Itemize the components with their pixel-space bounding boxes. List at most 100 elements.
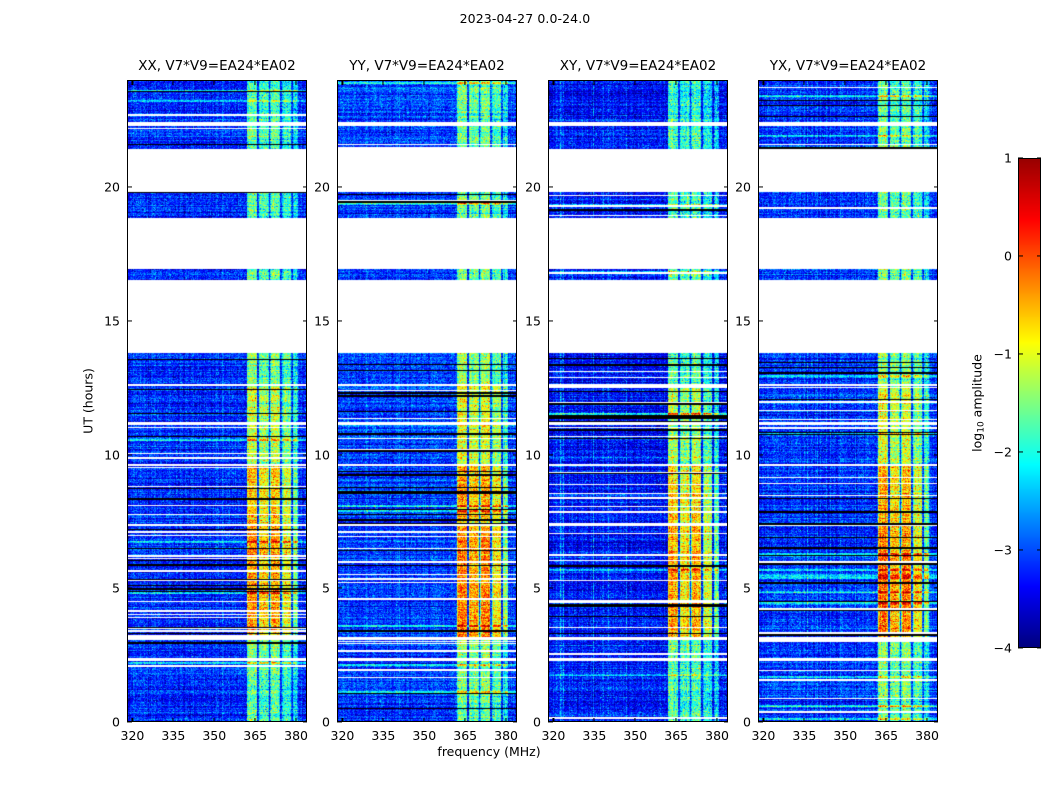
y-tick-mark-yy-2 xyxy=(337,453,342,456)
x-tick-label-xy-3: 365 xyxy=(664,728,689,743)
y-tick-label-xx-4: 20 xyxy=(104,179,120,195)
x-tick-mark-top-yy-3 xyxy=(464,80,466,85)
y-tick-mark-xy-0 xyxy=(548,721,553,723)
spectrogram-image-xy xyxy=(549,81,727,721)
x-tick-mark-top-yx-1 xyxy=(803,80,805,85)
y-tick-mark-yy-0 xyxy=(337,721,342,723)
x-tick-mark-top-xy-0 xyxy=(552,80,554,85)
y-tick-label-yy-2: 10 xyxy=(314,447,330,462)
x-tick-label-xx-0: 320 xyxy=(120,728,145,743)
x-tick-mark-top-xx-4 xyxy=(295,80,297,85)
y-tick-mark-xx-1 xyxy=(127,587,132,589)
x-tick-mark-top-xx-1 xyxy=(172,80,174,85)
x-tick-mark-yx-1 xyxy=(803,717,805,722)
y-tick-mark-right-yy-4 xyxy=(512,186,517,188)
colorbar-tick-label-4: 0 xyxy=(1004,248,1012,264)
y-tick-label-yx-2: 10 xyxy=(735,447,751,462)
x-tick-label-xx-1: 335 xyxy=(161,728,186,743)
y-tick-mark-right-xx-4 xyxy=(302,186,307,188)
x-tick-mark-xx-0 xyxy=(131,717,133,722)
x-tick-mark-top-xy-1 xyxy=(593,80,595,85)
y-tick-label-xy-1: 5 xyxy=(533,580,541,596)
x-tick-mark-xy-0 xyxy=(552,717,554,722)
y-tick-mark-yy-3 xyxy=(337,320,342,322)
y-tick-label-xx-2: 10 xyxy=(104,447,120,462)
y-tick-mark-right-yy-2 xyxy=(512,453,517,456)
colorbar-tick-label-3: −1 xyxy=(993,346,1012,362)
y-tick-label-xx-1: 5 xyxy=(112,580,120,596)
x-tick-label-yx-0: 320 xyxy=(751,728,776,743)
y-tick-label-yy-4: 20 xyxy=(314,179,330,195)
y-tick-mark-xx-3 xyxy=(127,320,132,322)
colorbar-tick-mark-right-0 xyxy=(1036,647,1041,649)
x-tick-label-yx-1: 335 xyxy=(792,728,817,743)
y-tick-mark-yx-2 xyxy=(758,453,763,456)
colorbar-tick-mark-2 xyxy=(1018,451,1023,453)
y-tick-label-yx-3: 15 xyxy=(735,313,751,329)
x-tick-mark-top-xy-4 xyxy=(716,80,718,85)
y-tick-mark-right-xx-2 xyxy=(302,453,307,456)
colorbar-tick-mark-3 xyxy=(1018,353,1023,355)
y-tick-mark-xx-2 xyxy=(127,453,132,456)
panel-xx: XX, V7*V9=EA24*EA02 0 5 10 15 20 320 335 350 365 3… xyxy=(104,58,308,743)
x-tick-mark-xx-1 xyxy=(172,717,174,722)
y-tick-mark-right-xy-4 xyxy=(723,186,728,188)
x-axis-label: frequency (MHz) xyxy=(437,744,541,759)
spectrogram-axes-xy[interactable] xyxy=(548,80,728,722)
colorbar-label: log10 amplitude xyxy=(970,354,987,452)
x-tick-mark-yx-0 xyxy=(762,717,764,722)
y-tick-mark-right-yy-3 xyxy=(512,320,517,322)
y-tick-label-xx-0: 0 xyxy=(112,714,120,730)
y-tick-mark-right-xy-3 xyxy=(723,320,728,322)
y-tick-mark-right-yx-0 xyxy=(933,721,938,723)
x-tick-label-xy-2: 350 xyxy=(623,728,648,743)
colorbar-tick-mark-1 xyxy=(1018,549,1023,551)
colorbar[interactable]: −4 −3 −2 −1 0 1 xyxy=(994,151,1041,656)
y-tick-mark-right-xx-0 xyxy=(302,721,307,723)
spectrogram-axes-xx[interactable] xyxy=(127,80,307,722)
colorbar-tick-label-0: −4 xyxy=(993,640,1012,656)
x-tick-mark-yy-1 xyxy=(382,717,384,722)
y-tick-mark-right-xy-1 xyxy=(723,587,728,589)
x-tick-mark-top-yy-1 xyxy=(382,80,384,85)
x-tick-mark-top-yy-2 xyxy=(423,80,425,85)
y-tick-label-xy-4: 20 xyxy=(525,179,541,195)
panel-title-xx: XX, V7*V9=EA24*EA02 xyxy=(138,58,296,74)
y-tick-mark-xx-0 xyxy=(127,721,132,723)
colorbar-tick-mark-0 xyxy=(1018,647,1023,649)
x-tick-mark-yy-4 xyxy=(505,717,507,722)
x-tick-label-yy-2: 350 xyxy=(412,728,437,743)
y-tick-mark-right-xy-0 xyxy=(723,721,728,723)
spectrogram-axes-yy[interactable] xyxy=(337,80,517,722)
x-tick-mark-top-yx-0 xyxy=(762,80,764,85)
spectrogram-image-xx xyxy=(128,81,306,721)
x-tick-mark-top-xx-0 xyxy=(131,80,133,85)
x-tick-mark-top-yx-4 xyxy=(926,80,928,85)
panel-yy: YY, V7*V9=EA24*EA02 0 5 10 15 20 320 335 350 365 3… xyxy=(314,58,518,743)
y-tick-label-yx-1: 5 xyxy=(743,580,751,596)
y-tick-mark-xy-4 xyxy=(548,186,553,188)
y-tick-mark-yx-0 xyxy=(758,721,763,723)
colorbar-tick-mark-right-4 xyxy=(1036,255,1041,257)
panel-title-yy: YY, V7*V9=EA24*EA02 xyxy=(349,58,505,74)
x-tick-mark-xx-3 xyxy=(254,717,256,722)
panel-yx: YX, V7*V9=EA24*EA02 0 5 10 15 20 320 335 350 365 3… xyxy=(735,58,939,743)
x-tick-mark-top-xy-2 xyxy=(634,80,636,85)
spectrogram-axes-yx[interactable] xyxy=(758,80,938,722)
x-tick-mark-top-xx-3 xyxy=(254,80,256,85)
y-tick-mark-right-xy-2 xyxy=(723,453,728,456)
x-tick-label-xx-2: 350 xyxy=(202,728,227,743)
y-tick-mark-xy-3 xyxy=(548,320,553,322)
y-tick-label-xy-3: 15 xyxy=(525,313,541,329)
colorbar-label-suffix: amplitude xyxy=(969,354,985,422)
y-tick-label-xx-3: 15 xyxy=(104,313,120,329)
x-tick-label-yx-3: 365 xyxy=(874,728,899,743)
y-tick-label-yy-1: 5 xyxy=(322,580,330,596)
colorbar-tick-mark-5 xyxy=(1018,157,1023,159)
y-tick-mark-xy-1 xyxy=(548,587,553,589)
y-tick-mark-yy-1 xyxy=(337,587,342,589)
colorbar-label-prefix: log xyxy=(969,432,985,452)
x-tick-mark-xx-4 xyxy=(295,717,297,722)
y-tick-mark-right-xx-1 xyxy=(302,587,307,589)
x-tick-label-xy-4: 380 xyxy=(705,728,730,743)
